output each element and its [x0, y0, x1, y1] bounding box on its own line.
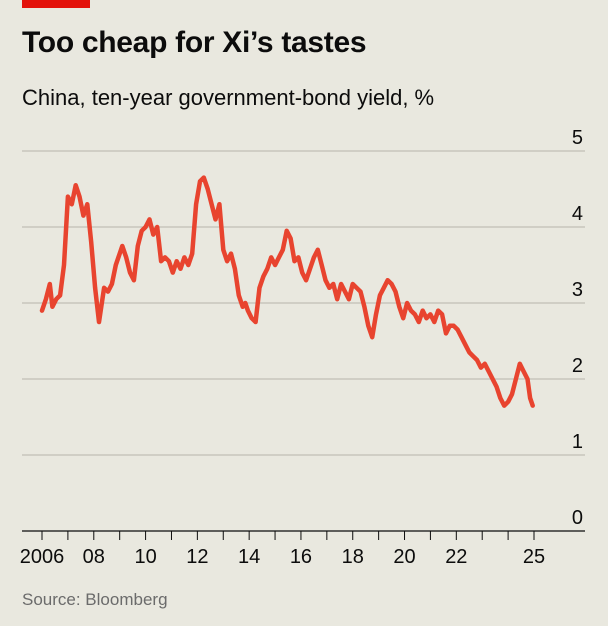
x-tick-label: 22: [445, 546, 467, 568]
x-tick-label: 10: [134, 546, 156, 568]
x-tick-label: 08: [83, 546, 105, 568]
series-line: [39, 175, 535, 408]
y-tick-label: 1: [572, 431, 583, 453]
y-tick-label: 5: [572, 127, 583, 149]
x-tick-label: 25: [523, 546, 545, 568]
gridlines: [22, 150, 585, 532]
x-tick-label: 20: [393, 546, 415, 568]
y-axis: 0 1 2 3 4 5: [572, 127, 583, 529]
y-tick-label: 2: [572, 355, 583, 377]
y-tick-label: 3: [572, 279, 583, 301]
x-tick-label: 12: [186, 546, 208, 568]
chart-title: Too cheap for Xi’s tastes: [22, 26, 367, 59]
x-tick-label: 14: [238, 546, 260, 568]
y-tick-label: 4: [572, 203, 583, 225]
x-tick-label: 16: [290, 546, 312, 568]
chart-subtitle: China, ten-year government-bond yield, %: [22, 85, 435, 110]
brand-tag: [22, 0, 90, 8]
x-tick-label: 2006: [20, 546, 65, 568]
y-tick-label: 0: [572, 507, 583, 529]
source-note: Source: Bloomberg: [22, 590, 168, 609]
x-tick-label: 18: [342, 546, 364, 568]
x-axis: 2006 08 10 12 14 16 18 20 22 25: [20, 531, 545, 568]
series-layer: [39, 175, 535, 408]
